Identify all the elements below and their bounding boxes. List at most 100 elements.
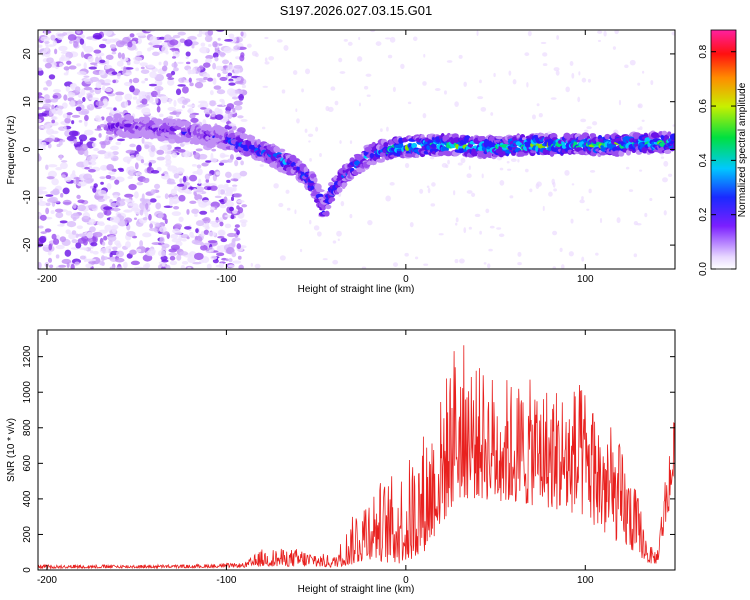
spectrogram-noise-cell	[64, 249, 72, 257]
spectrogram-noise-cell	[66, 60, 72, 65]
snr-y-tick-label: 1000	[22, 381, 33, 404]
spectrogram-noise-cell	[159, 145, 169, 150]
spectrogram-noise-cell	[64, 117, 71, 124]
spectrogram-noise-cell	[111, 71, 118, 76]
spectrogram-noise-cell	[187, 256, 196, 263]
spectrogram-x-label: Height of straight line (km)	[298, 284, 415, 295]
spectrogram-noise-cell	[70, 263, 75, 269]
spectrogram-noise-cell	[194, 213, 198, 217]
spectrogram-ridge-cell	[563, 132, 571, 139]
spectrogram-noise-cell	[232, 186, 237, 192]
spectrogram-noise-cell	[74, 261, 80, 266]
spectrogram-noise-cell	[219, 189, 226, 195]
spectrogram-noise-cell	[75, 242, 82, 249]
spectrogram-noise-cell	[231, 196, 235, 202]
spectrogram-noise-cell	[103, 235, 108, 241]
snr-y-tick-label: 1200	[22, 345, 33, 368]
spectrogram-noise-cell	[173, 172, 180, 179]
spectrogram-noise-cell	[232, 107, 236, 113]
spectrogram-noise-cell	[476, 30, 479, 36]
spectrogram-noise-cell	[458, 258, 465, 264]
spectrogram-noise-cell	[156, 195, 161, 199]
spectrogram-noise-cell	[524, 168, 529, 173]
spectrogram-noise-cell	[347, 41, 353, 46]
spectrogram-noise-cell	[460, 157, 466, 164]
spectrogram-noise-cell	[50, 116, 58, 121]
spectrogram-noise-cell	[55, 211, 64, 219]
spectrogram-noise-cell	[392, 262, 399, 267]
spectrogram-noise-cell	[46, 57, 54, 64]
spectrogram-noise-cell	[51, 119, 56, 124]
spectrogram-noise-cell	[184, 39, 193, 47]
spectrogram-noise-cell	[222, 65, 228, 69]
spectrogram-noise-cell	[194, 81, 204, 89]
spectrogram-noise-cell	[71, 239, 78, 244]
spectrogram-ridge-cell	[105, 115, 114, 123]
spectrogram-noise-cell	[195, 228, 199, 234]
spectrogram-noise-cell	[358, 102, 361, 107]
spectrogram-noise-cell	[144, 144, 150, 150]
spectrogram-noise-cell	[205, 222, 210, 229]
colorbar-tick-label: 0.0	[698, 262, 709, 276]
spectrogram-noise-cell	[315, 126, 319, 132]
spectrogram-noise-cell	[71, 120, 75, 125]
spectrogram-noise-cell	[663, 160, 669, 167]
spectrogram-noise-cell	[130, 154, 135, 159]
spectrogram-noise-cell	[228, 258, 233, 263]
spectrogram-noise-cell	[340, 200, 345, 207]
spectrogram-noise-cell	[55, 254, 60, 259]
spectrogram-noise-cell	[191, 43, 195, 49]
spectrogram-image	[38, 30, 675, 269]
spectrogram-noise-cell	[121, 52, 125, 60]
spectrogram-noise-cell	[246, 43, 252, 48]
spectrogram-noise-cell	[47, 257, 53, 263]
spectrogram-ridge-cell	[230, 133, 236, 138]
spectrogram-noise-cell	[44, 40, 50, 44]
spectrogram-noise-cell	[161, 259, 169, 263]
spectrogram-noise-cell	[179, 178, 183, 184]
spectrogram-noise-cell	[87, 204, 97, 209]
spectrogram-noise-cell	[127, 176, 133, 180]
spectrogram-noise-cell	[193, 152, 201, 160]
spectrogram-noise-cell	[225, 110, 231, 114]
spectrogram-noise-cell	[38, 153, 41, 161]
spectrogram-noise-cell	[141, 137, 145, 144]
spectrogram-noise-cell	[209, 100, 216, 107]
spectrogram-noise-cell	[185, 56, 189, 60]
spectrogram-noise-cell	[671, 31, 675, 36]
spectrogram-noise-cell	[229, 206, 234, 212]
spectrogram-noise-cell	[86, 258, 97, 262]
spectrogram-noise-cell	[159, 113, 164, 118]
spectrogram-noise-cell	[205, 54, 214, 60]
spectrogram-noise-cell	[59, 220, 68, 224]
spectrogram-noise-cell	[219, 204, 227, 209]
spectrogram-noise-cell	[113, 194, 119, 199]
spectrogram-noise-cell	[59, 62, 64, 68]
spectrogram-noise-cell	[209, 157, 218, 163]
spectrogram-noise-cell	[296, 118, 300, 124]
spectrogram-noise-cell	[343, 39, 348, 42]
spectrogram-noise-cell	[124, 67, 134, 70]
spectrogram-noise-cell	[553, 188, 557, 192]
spectrogram-noise-cell	[148, 213, 152, 221]
spectrogram-noise-cell	[264, 36, 269, 40]
spectrogram-noise-cell	[222, 59, 230, 65]
spectrogram-noise-cell	[172, 201, 178, 205]
spectrogram-noise-cell	[182, 99, 188, 105]
spectrogram-noise-cell	[422, 113, 427, 119]
spectrogram-noise-cell	[538, 113, 543, 118]
spectrogram-noise-cell	[581, 196, 584, 200]
spectrogram-noise-cell	[208, 44, 212, 48]
spectrogram-noise-cell	[294, 209, 297, 215]
spectrogram-noise-cell	[50, 210, 55, 214]
spectrogram-noise-cell	[105, 134, 110, 142]
spectrogram-noise-cell	[172, 170, 177, 174]
spectrogram-noise-cell	[105, 174, 112, 180]
spectrogram-noise-cell	[488, 248, 493, 252]
spectrogram-noise-cell	[589, 169, 596, 173]
spectrogram-noise-cell	[92, 231, 103, 238]
spectrogram-noise-cell	[223, 196, 228, 203]
spectrogram-noise-cell	[116, 266, 123, 269]
spectrogram-noise-cell	[171, 211, 182, 217]
spectrogram-noise-cell	[173, 67, 179, 72]
